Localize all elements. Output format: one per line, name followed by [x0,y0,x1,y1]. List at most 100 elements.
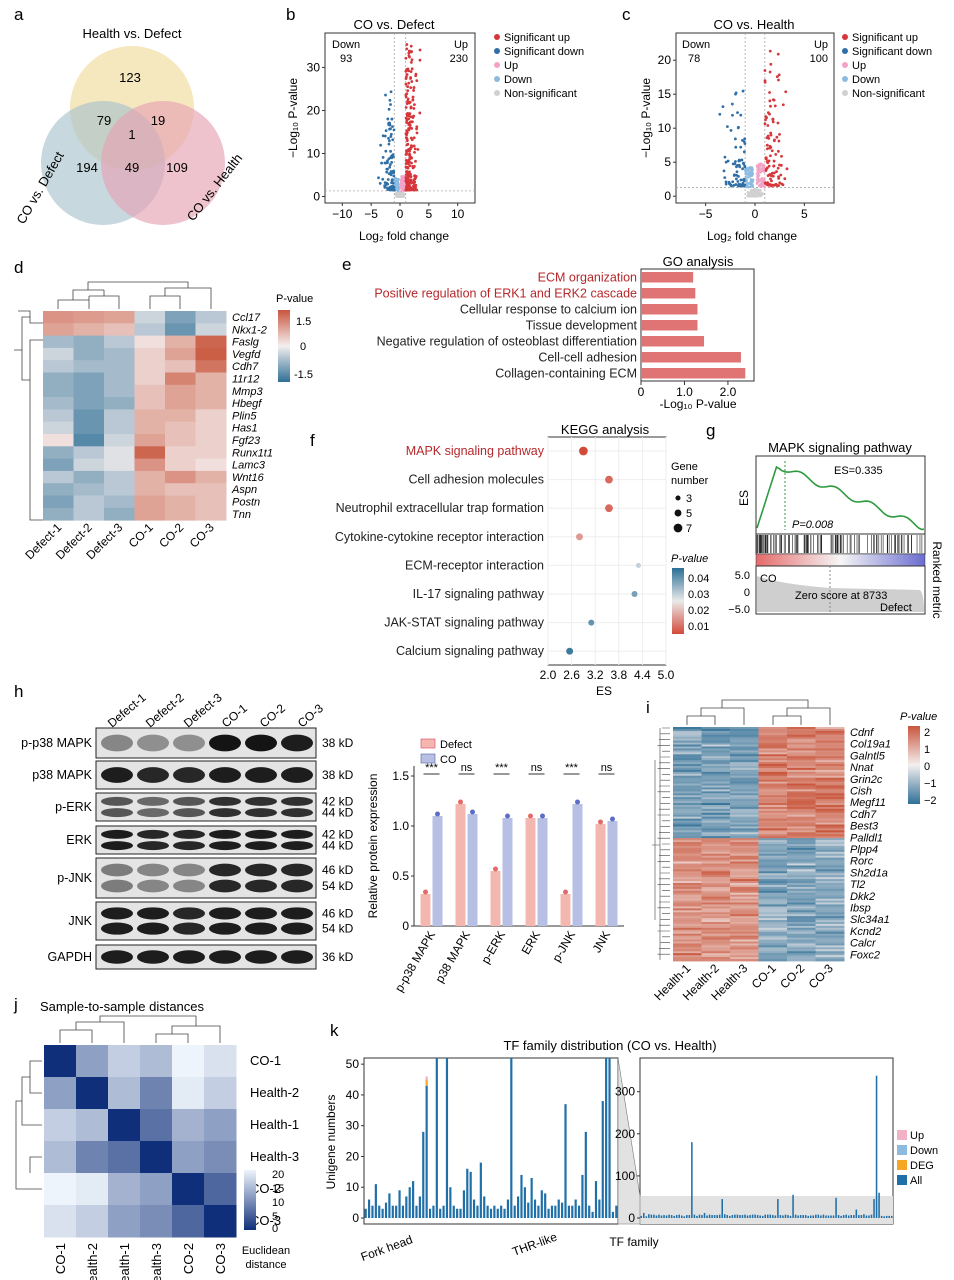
volcano-point-sig-up [406,177,410,181]
heatmap-i-cell [815,806,845,810]
tf-right-bar [660,1215,663,1218]
tf-right-bar [794,1214,797,1218]
heatmap-i-cell [815,758,845,761]
heatmap-i-cell [730,728,759,732]
tf-left-bar [584,1131,587,1218]
heatmap-i-cell [758,740,788,743]
heatmap-i-cell [787,752,816,755]
heatmap-i-cell [815,832,845,835]
heatmap-i-cell [673,955,702,958]
heatmap-i-cell [730,730,759,734]
tf-right-bar [855,1209,858,1218]
volcano-point-sig-up [781,183,785,187]
tf-right-bar [741,1215,744,1218]
protein-point-co [435,811,440,817]
heatmap-i-gene: Kcnd2 [850,926,881,938]
heatmap-d-cell [165,372,196,386]
volcano-point-down [748,170,751,174]
volcano-point-sig-down [734,145,738,149]
heatmap-i-cell [758,754,788,757]
volcano-point-sig-up [763,79,767,83]
volcano-point-sig-up [411,98,415,102]
heatmap-d-cell [73,421,105,435]
blot-band [281,808,313,818]
tf-right-bar [767,1214,769,1218]
volcano-point-up [763,185,766,189]
tf-title: TF family distribution (CO vs. Health) [503,1038,716,1053]
heatmap-i-cell [730,957,759,960]
tf-left-bar [598,1199,601,1218]
tf-left-bar [374,1184,377,1218]
gsea-hits [756,535,923,553]
heatmap-d-cell [104,458,135,472]
heatmap-i-cell [701,904,731,907]
heatmap-i-cell [701,760,731,763]
volcano-point-sig-up [405,73,409,76]
volcano-point-sig-down [381,177,385,181]
volcano-b-up-count: 230 [450,53,468,65]
blot-band [245,734,277,752]
heatmap-i-cell [758,875,788,878]
tf-right-bar [817,1214,820,1218]
volcano-point-sig-up [768,70,772,74]
kegg-size-legend-label: 5 [686,508,692,520]
protein-sig-label: *** [565,762,579,774]
distance-tick-1: 15 [272,1183,284,1195]
heatmap-i-cell [673,877,702,880]
heatmap-i-cell [758,785,788,788]
heatmap-d-cell [134,446,166,460]
blot-band [173,796,205,806]
volcano-point-sig-down [737,158,741,162]
tf-right-bar [698,1214,701,1218]
heatmap-i-cell [758,752,788,755]
tf-right-bar [774,1215,777,1218]
heatmap-i-cell [701,836,731,839]
heatmap-d-cell [73,507,105,521]
panel-label-e: e [342,255,351,274]
heatmap-i-cell [701,842,731,845]
protein-bar-co [607,821,618,926]
heatmap-d-tick-2: -1.5 [294,369,313,381]
tf-left-bar [530,1178,533,1218]
volcano-point-sig-up [414,176,417,180]
tf-right-bar [890,1215,893,1218]
distance-title: Sample-to-sample distances [40,999,205,1014]
heatmap-i-cell [701,959,731,962]
heatmap-i-cell [673,738,702,742]
distance-cell [204,1205,237,1238]
heatmap-i-cell [787,859,816,862]
distance-tick-3: 5 [272,1211,278,1223]
blot-protein-label: GAPDH [48,950,92,964]
tf-right-bar [777,1199,779,1218]
distance-cell [76,1077,109,1110]
heatmap-i-cell [758,877,788,880]
volcano-point-sig-up [406,112,410,115]
distance-cell [140,1173,173,1206]
heatmap-i-cell [787,842,816,845]
heatmap-i-gene: Tl2 [850,879,865,891]
venn-count-only-cod: 194 [76,160,98,175]
heatmap-i-cell [758,881,788,884]
protein-bar-defect [455,804,466,926]
heatmap-d-gene: Ccl17 [232,312,261,324]
blot-band [137,796,169,806]
volcano-point-sig-down [743,183,747,187]
volcano-point-sig-up [775,75,779,79]
heatmap-i-cell [673,939,702,942]
volcano-point-sig-up [771,98,775,102]
blot-band [101,829,133,839]
volcano-legend-marker [494,76,500,82]
distance-row-label: Health-2 [250,1085,299,1100]
distance-col-label: CO-1 [53,1243,68,1274]
heatmap-d-cell [165,483,196,496]
heatmap-i-cell [758,805,788,808]
heatmap-i-cell [673,754,702,757]
blot-band [281,734,313,752]
volcano-point-sig-up [766,124,770,127]
heatmap-i-cell [673,951,702,954]
volcano-legend-marker [494,90,500,96]
volcano-point-sig-down [384,129,388,133]
volcano-plot-c: CO vs. Health Down 78 Up 100 −5 0 50510152… [639,17,932,243]
tf-right-bar [835,1197,837,1218]
